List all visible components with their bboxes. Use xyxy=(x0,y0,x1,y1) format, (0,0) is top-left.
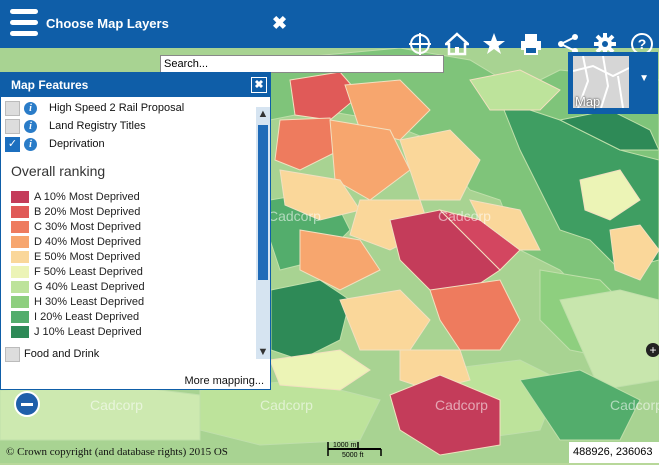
header-title: Choose Map Layers xyxy=(46,16,169,31)
zoom-out-button[interactable] xyxy=(14,391,40,417)
legend-label: H 30% Least Deprived xyxy=(34,295,145,308)
crosshair-icon[interactable] xyxy=(406,31,433,58)
layer-row[interactable]: Food and Drink xyxy=(1,345,270,363)
layer-row[interactable]: i Land Registry Titles xyxy=(1,117,270,135)
info-icon[interactable]: i xyxy=(24,101,37,115)
layer-checkbox-checked[interactable]: ✓ xyxy=(5,136,20,152)
star-icon[interactable] xyxy=(480,31,507,58)
info-icon[interactable]: i xyxy=(24,119,37,133)
legend: A 10% Most Deprived B 20% Most Deprived C … xyxy=(1,189,270,339)
legend-label: J 10% Least Deprived xyxy=(34,325,142,338)
watermark: Cadcorp xyxy=(90,397,143,413)
legend-swatch xyxy=(11,295,29,308)
scale-bottom-label: 5000 ft xyxy=(342,452,363,459)
home-icon[interactable] xyxy=(443,31,470,58)
legend-swatch xyxy=(11,280,29,293)
copyright-text: © Crown copyright (and database rights) … xyxy=(6,446,228,458)
legend-swatch xyxy=(11,220,29,233)
legend-swatch xyxy=(11,265,29,278)
watermark: Cadcorp xyxy=(610,397,659,413)
top-bar: Choose Map Layers ✖ xyxy=(0,0,659,48)
layer-checkbox[interactable] xyxy=(5,118,20,134)
legend-label: C 30% Most Deprived xyxy=(34,220,141,233)
layer-label: Deprivation xyxy=(49,138,105,150)
layer-label: High Speed 2 Rail Proposal xyxy=(49,102,185,114)
basemap-thumbnail[interactable] xyxy=(572,55,630,109)
watermark: Cadcorp xyxy=(438,208,491,224)
legend-item: F 50% Least Deprived xyxy=(1,264,270,279)
toolbar: ? xyxy=(406,30,655,58)
search-input[interactable] xyxy=(160,55,444,73)
legend-swatch xyxy=(11,325,29,338)
watermark: Cadcorp xyxy=(268,208,321,224)
layer-row[interactable]: ✓ i Deprivation xyxy=(1,135,270,153)
legend-label: D 40% Most Deprived xyxy=(34,235,141,248)
watermark: Cadcorp xyxy=(260,397,313,413)
legend-swatch xyxy=(11,205,29,218)
watermark: Cadcorp xyxy=(435,397,488,413)
scale-top-label: 1000 m xyxy=(333,442,357,449)
legend-label: G 40% Least Deprived xyxy=(34,280,145,293)
layer-row[interactable]: i High Speed 2 Rail Proposal xyxy=(1,99,270,117)
panel-scrollbar[interactable]: ▲ ▼ xyxy=(256,107,270,359)
map-features-panel: Map Features ✖ i High Speed 2 Rail Propo… xyxy=(0,72,271,390)
legend-item: I 20% Least Deprived xyxy=(1,309,270,324)
legend-item: E 50% Most Deprived xyxy=(1,249,270,264)
scale-bar: 1000 m 5000 ft xyxy=(326,438,386,465)
scroll-thumb[interactable] xyxy=(258,125,268,280)
basemap-switcher[interactable]: Map ▼ xyxy=(568,52,658,114)
legend-label: F 50% Least Deprived xyxy=(34,265,143,278)
legend-item: J 10% Least Deprived xyxy=(1,324,270,339)
panel-title: Map Features xyxy=(11,78,89,92)
legend-item: C 30% Most Deprived xyxy=(1,219,270,234)
legend-label: A 10% Most Deprived xyxy=(34,190,140,203)
legend-swatch xyxy=(11,310,29,323)
chevron-down-icon[interactable]: ▼ xyxy=(639,73,649,84)
legend-item: H 30% Least Deprived xyxy=(1,294,270,309)
layer-checkbox[interactable] xyxy=(5,346,20,362)
menu-icon[interactable] xyxy=(10,9,38,37)
share-icon[interactable] xyxy=(554,31,581,58)
legend-item: B 20% Most Deprived xyxy=(1,204,270,219)
legend-swatch xyxy=(11,235,29,248)
gear-icon[interactable] xyxy=(591,31,618,58)
panel-header: Map Features ✖ xyxy=(1,73,270,97)
print-icon[interactable] xyxy=(517,31,544,58)
info-icon[interactable]: i xyxy=(24,137,37,151)
legend-title: Overall ranking xyxy=(11,163,106,179)
scroll-down-icon[interactable]: ▼ xyxy=(257,346,269,358)
layer-checkbox[interactable] xyxy=(5,100,20,116)
more-mapping-link[interactable]: More mapping... xyxy=(184,375,264,387)
zoom-in-button[interactable]: + xyxy=(646,343,659,357)
legend-label: B 20% Most Deprived xyxy=(34,205,141,218)
legend-label: E 50% Most Deprived xyxy=(34,250,141,263)
legend-swatch xyxy=(11,190,29,203)
panel-close-button[interactable]: ✖ xyxy=(251,77,267,93)
legend-label: I 20% Least Deprived xyxy=(34,310,140,323)
legend-item: G 40% Least Deprived xyxy=(1,279,270,294)
layer-label: Land Registry Titles xyxy=(49,120,146,132)
layer-label: Food and Drink xyxy=(24,348,100,360)
legend-item: A 10% Most Deprived xyxy=(1,189,270,204)
close-layers-button[interactable]: ✖ xyxy=(272,13,288,33)
scroll-up-icon[interactable]: ▲ xyxy=(257,108,269,120)
coordinate-readout: 488926, 236063 xyxy=(569,442,659,463)
legend-swatch xyxy=(11,250,29,263)
basemap-label: Map xyxy=(575,94,601,109)
legend-item: D 40% Most Deprived xyxy=(1,234,270,249)
svg-text:?: ? xyxy=(637,36,646,52)
